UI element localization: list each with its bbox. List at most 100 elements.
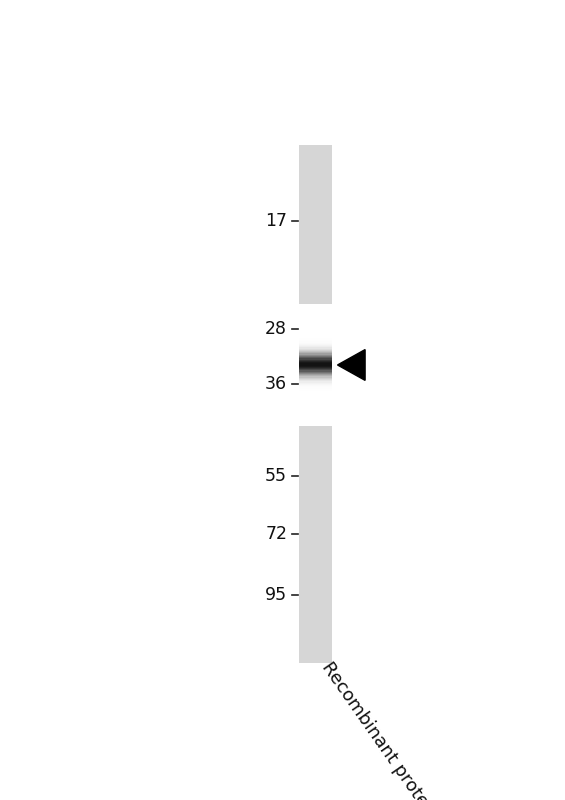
Bar [299, 334, 332, 337]
Bar [299, 333, 332, 335]
Bar [299, 397, 332, 399]
Bar [299, 337, 332, 339]
Bar [299, 422, 332, 425]
Bar [299, 372, 332, 374]
Bar [299, 375, 332, 378]
Bar [299, 345, 332, 347]
Bar [299, 342, 332, 344]
Bar [299, 382, 332, 385]
Bar [299, 146, 332, 662]
Bar [299, 309, 332, 311]
Bar [299, 305, 332, 307]
Bar [299, 317, 332, 319]
Bar [299, 401, 332, 403]
Bar [299, 424, 332, 426]
Bar [299, 307, 332, 310]
Bar [299, 332, 332, 334]
Bar [299, 366, 332, 368]
Bar [299, 408, 332, 410]
Bar [299, 328, 332, 330]
Bar [299, 306, 332, 309]
Text: 17: 17 [265, 212, 287, 230]
Bar [299, 322, 332, 324]
Bar [299, 346, 332, 349]
Bar [299, 413, 332, 415]
Bar [299, 382, 332, 384]
Bar [299, 402, 332, 404]
Bar [299, 390, 332, 392]
Bar [299, 387, 332, 390]
Bar [299, 342, 332, 345]
Bar [299, 344, 332, 346]
Bar [299, 394, 332, 396]
Bar [299, 412, 332, 414]
Bar [299, 420, 332, 422]
Bar [299, 347, 332, 350]
Bar [299, 419, 332, 422]
Bar [299, 410, 332, 412]
Bar [299, 314, 332, 317]
Text: 72: 72 [265, 526, 287, 543]
Bar [299, 377, 332, 379]
Bar [299, 385, 332, 387]
Text: 36: 36 [265, 375, 287, 393]
Bar [299, 422, 332, 424]
Bar [299, 398, 332, 401]
Bar [299, 338, 332, 340]
Bar [299, 396, 332, 398]
Bar [299, 380, 332, 382]
Bar [299, 311, 332, 314]
Bar [299, 330, 332, 333]
Bar [299, 316, 332, 318]
Bar [299, 326, 332, 328]
Text: 55: 55 [265, 467, 287, 485]
Bar [299, 399, 332, 402]
Bar [299, 391, 332, 394]
Bar [299, 339, 332, 342]
Text: 95: 95 [265, 586, 287, 604]
Bar [299, 363, 332, 366]
Bar [299, 318, 332, 321]
Bar [299, 357, 332, 359]
Bar [299, 386, 332, 389]
Bar [299, 370, 332, 373]
Bar [299, 351, 332, 354]
Bar [299, 361, 332, 363]
Polygon shape [337, 350, 365, 380]
Bar [299, 349, 332, 351]
Bar [299, 364, 332, 366]
Bar [299, 410, 332, 413]
Bar [299, 407, 332, 410]
Bar [299, 403, 332, 406]
Bar [299, 406, 332, 408]
Bar [299, 370, 332, 372]
Bar [299, 415, 332, 418]
Bar [299, 330, 332, 332]
Text: Recombinant protein: Recombinant protein [318, 658, 441, 800]
Bar [299, 354, 332, 357]
Bar [299, 368, 332, 370]
Bar [299, 340, 332, 342]
Bar [299, 394, 332, 397]
Bar [299, 321, 332, 323]
Bar [299, 418, 332, 420]
Bar [299, 389, 332, 391]
Bar [299, 358, 332, 361]
Bar [299, 350, 332, 352]
Bar [299, 323, 332, 326]
Bar [299, 414, 332, 417]
Bar [299, 417, 332, 419]
Bar [299, 352, 332, 354]
Bar [299, 384, 332, 386]
Bar [299, 354, 332, 356]
Bar [299, 310, 332, 312]
Bar [299, 392, 332, 394]
Bar [299, 373, 332, 375]
Bar [299, 335, 332, 338]
Bar [299, 314, 332, 316]
Bar [299, 404, 332, 406]
Text: 28: 28 [265, 320, 287, 338]
Bar [299, 374, 332, 377]
Bar [299, 362, 332, 364]
Bar [299, 378, 332, 380]
